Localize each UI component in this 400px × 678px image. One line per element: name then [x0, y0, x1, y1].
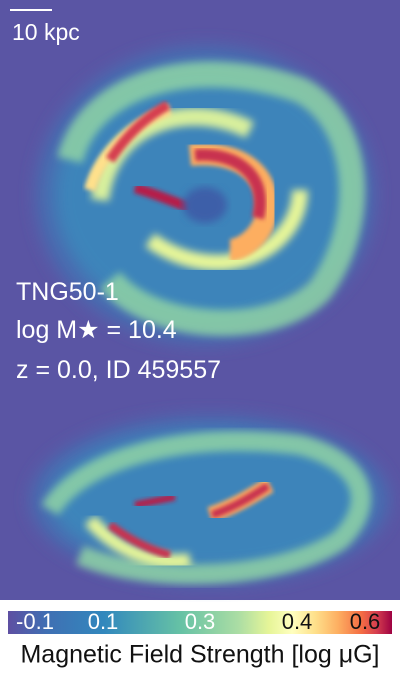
colorbar-label: Magnetic Field Strength [log μG]: [20, 641, 379, 669]
scale-bar-label: 10 kpc: [12, 19, 80, 45]
colorbar-ticks: -0.1 0.1 0.3 0.4 0.6: [16, 609, 380, 634]
colorbar-tick-label: 0.3: [185, 609, 216, 634]
colorbar-tick-label: 0.1: [88, 609, 119, 634]
info-line: z = 0.0, ID 459557: [16, 356, 221, 384]
info-line: log M★ = 10.4: [16, 316, 177, 344]
colorbar-tick-label: -0.1: [16, 609, 54, 634]
colorbar-tick-label: 0.6: [350, 609, 381, 634]
edge-on-map: [0, 400, 400, 600]
face-on-map: [0, 0, 400, 400]
colorbar: [8, 611, 392, 634]
info-line: TNG50-1: [16, 278, 119, 306]
colorbar-tick-label: 0.4: [282, 609, 313, 634]
